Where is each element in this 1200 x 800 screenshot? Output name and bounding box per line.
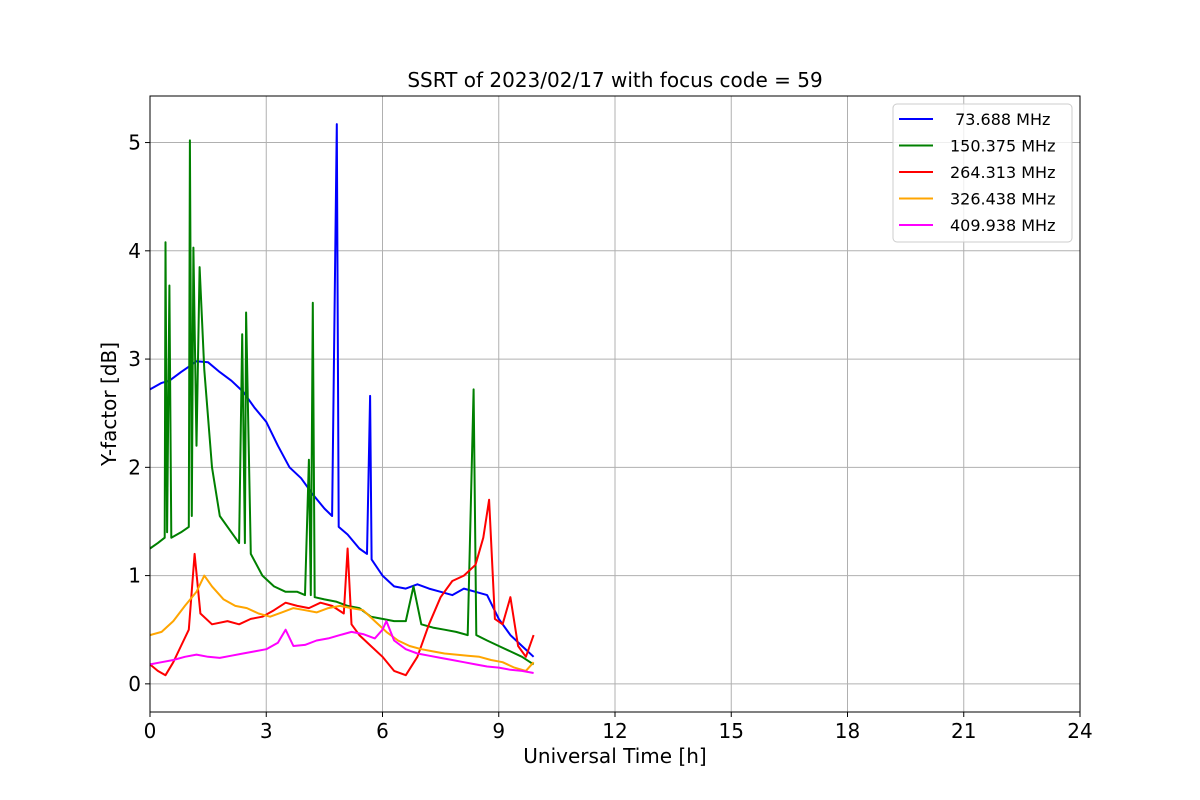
- x-tick-label: 6: [376, 719, 389, 743]
- x-tick-label: 24: [1067, 719, 1092, 743]
- x-tick-label: 0: [144, 719, 157, 743]
- series-layer: [149, 123, 535, 677]
- series-line-1: [149, 139, 535, 666]
- x-tick-label: 18: [835, 719, 860, 743]
- x-tick-label: 15: [719, 719, 744, 743]
- legend: 73.688 MHz 150.375 MHz 264.313 MHz 326.438 …: [892, 103, 1073, 243]
- x-tick-label: 12: [602, 719, 627, 743]
- y-axis: 0 1 2 3 4 5: [128, 131, 150, 696]
- x-axis-label: Universal Time [h]: [523, 744, 706, 768]
- chart-title: SSRT of 2023/02/17 with focus code = 59: [407, 68, 822, 92]
- x-axis: 0 3 6 9 12 15 18 21 24: [144, 712, 1093, 743]
- y-tick-label: 4: [128, 239, 141, 263]
- y-tick-label: 2: [128, 455, 141, 479]
- series-line-0: [149, 123, 535, 658]
- x-tick-label: 21: [951, 719, 976, 743]
- series-line-4: [149, 620, 534, 674]
- series-line-3: [149, 574, 535, 672]
- legend-label: 73.688 MHz: [950, 110, 1050, 129]
- legend-label: 264.313 MHz: [950, 163, 1055, 182]
- legend-box: [892, 103, 1073, 243]
- x-tick-label: 3: [260, 719, 273, 743]
- legend-items: 73.688 MHz 150.375 MHz 264.313 MHz 326.438 …: [899, 110, 1055, 235]
- y-tick-label: 3: [128, 347, 141, 371]
- y-axis-label: Y-factor [dB]: [97, 342, 121, 467]
- legend-label: 150.375 MHz: [950, 137, 1055, 156]
- legend-label: 326.438 MHz: [950, 190, 1055, 209]
- y-tick-label: 5: [128, 131, 141, 155]
- series-line-2: [149, 498, 535, 677]
- legend-label: 409.938 MHz: [950, 216, 1055, 235]
- x-tick-label: 9: [492, 719, 505, 743]
- y-tick-label: 1: [128, 564, 141, 588]
- y-tick-label: 0: [128, 672, 141, 696]
